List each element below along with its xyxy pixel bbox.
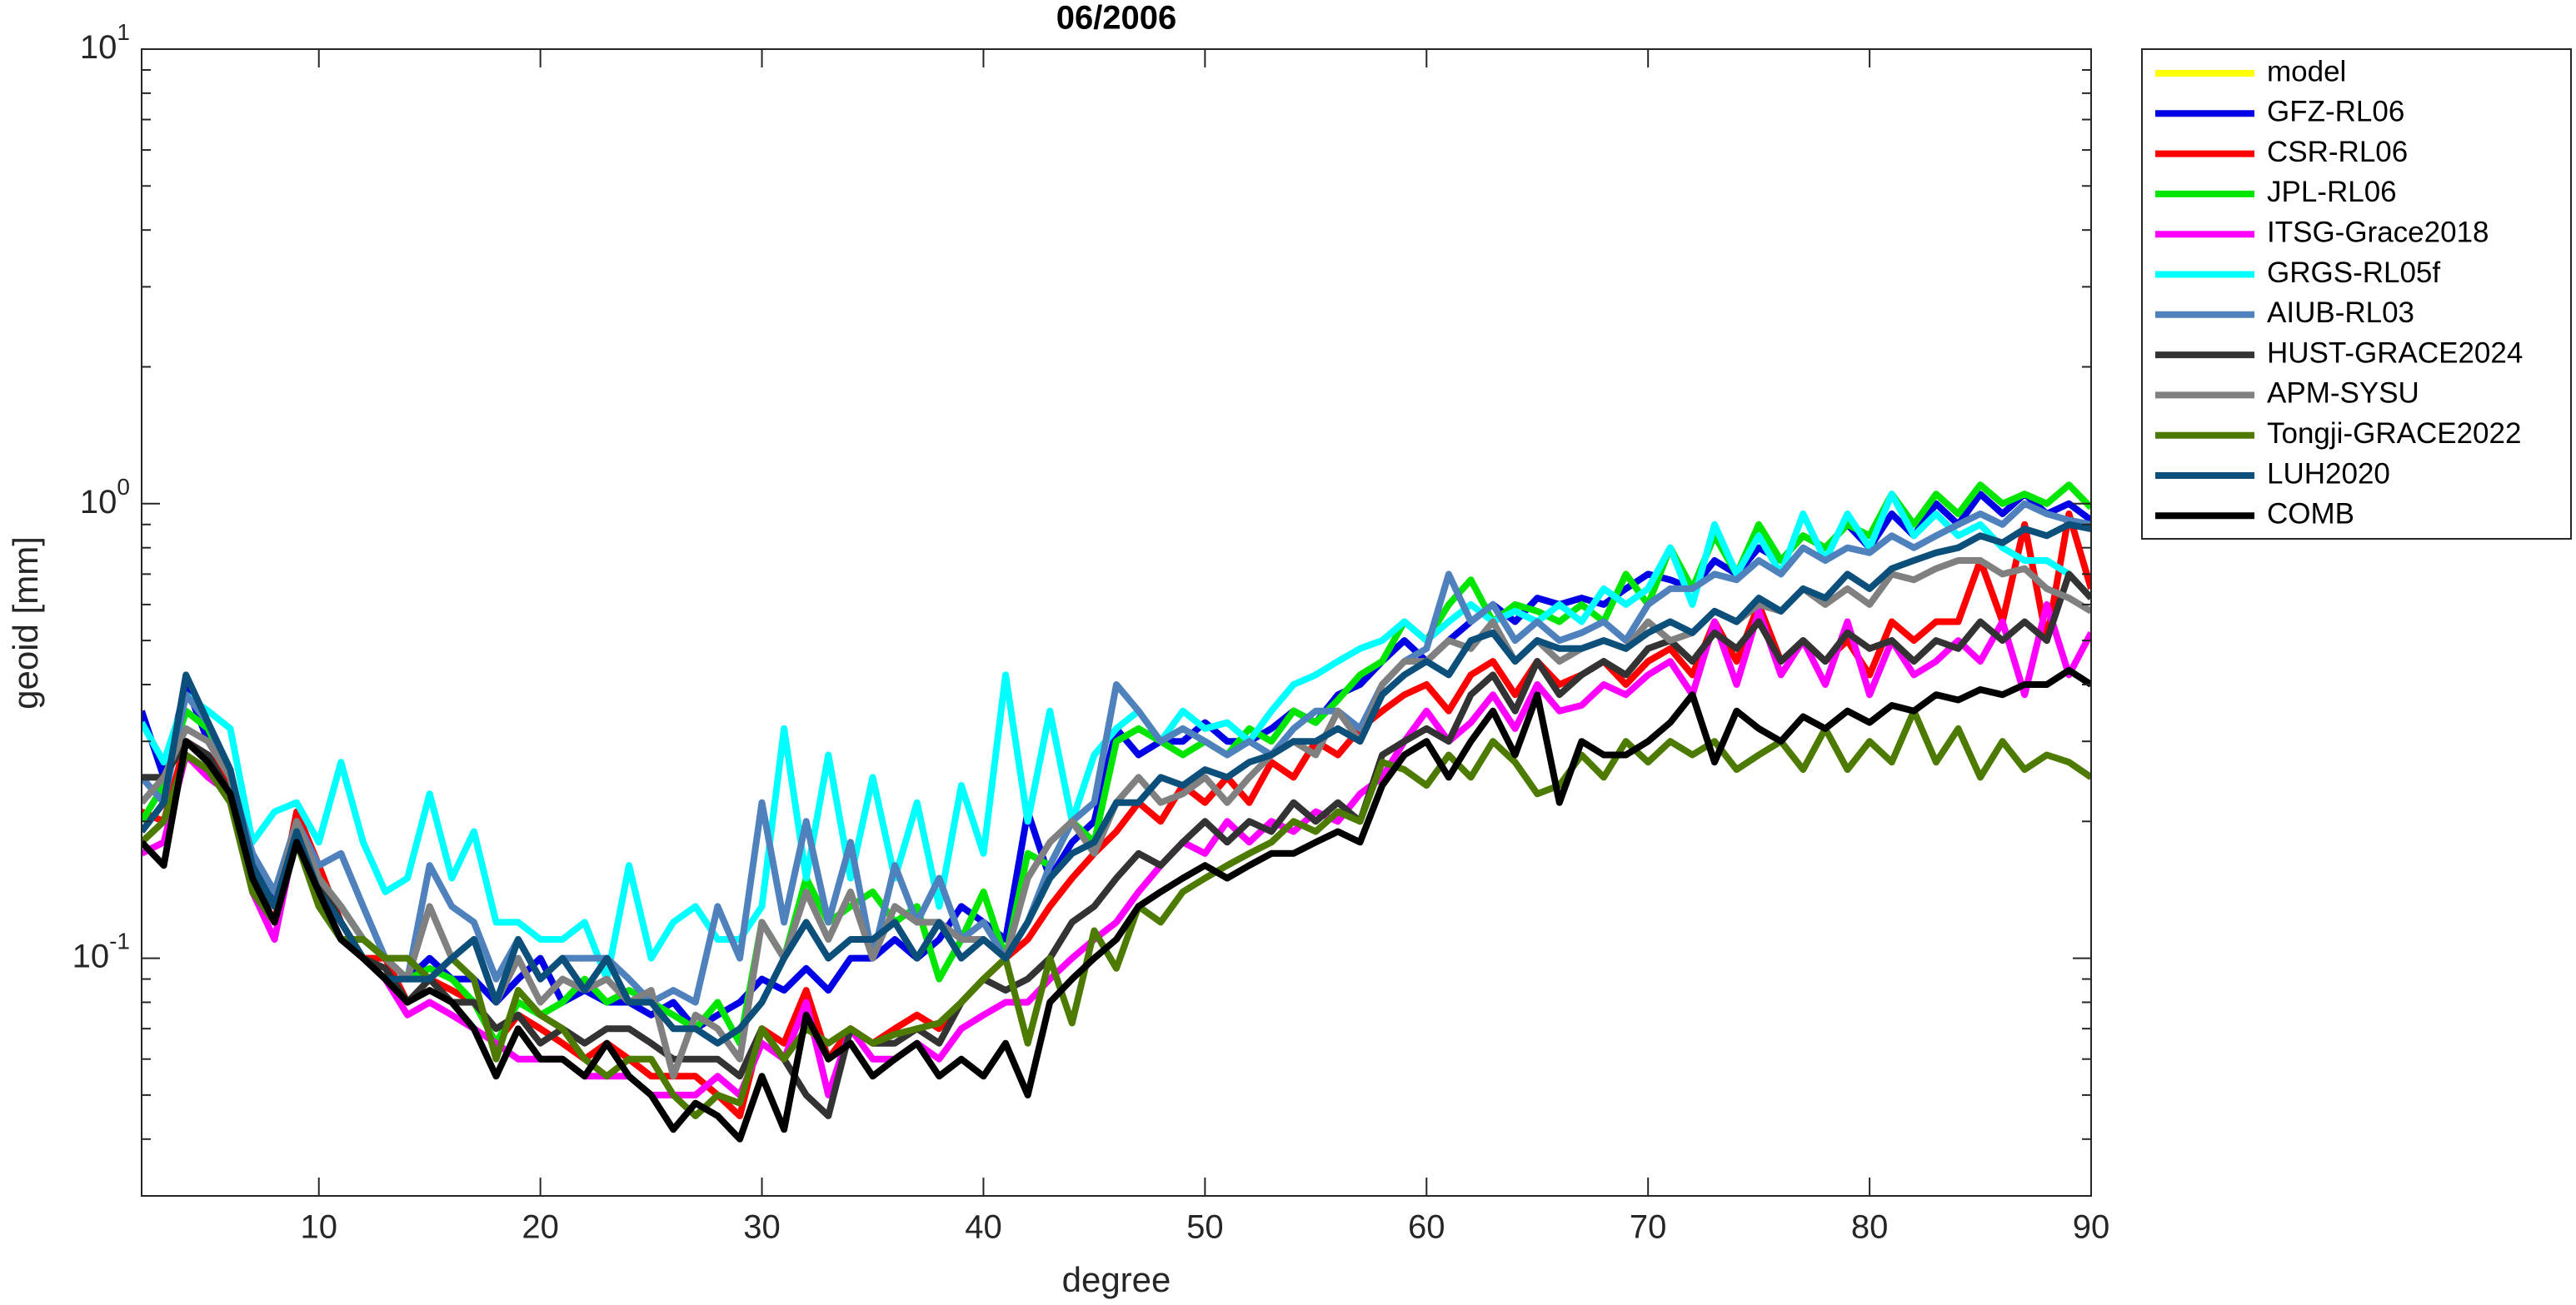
x-tick-label: 80 bbox=[1851, 1209, 1889, 1246]
legend-label: model bbox=[2267, 55, 2346, 87]
x-tick-label: 50 bbox=[1186, 1209, 1224, 1246]
legend-label: APM-SYSU bbox=[2267, 377, 2419, 410]
legend-label: AIUB-RL03 bbox=[2267, 296, 2414, 329]
x-tick-label: 20 bbox=[522, 1209, 559, 1246]
y-tick-label: 10-1 bbox=[72, 929, 130, 974]
y-tick-label: 100 bbox=[80, 474, 130, 520]
series-line bbox=[142, 707, 2091, 1119]
series-line bbox=[142, 500, 2091, 1006]
legend-label: JPL-RL06 bbox=[2267, 176, 2397, 208]
legend-label: COMB bbox=[2267, 498, 2354, 530]
series-line bbox=[142, 481, 2091, 1047]
series-line bbox=[142, 600, 2091, 1098]
plot-area bbox=[142, 481, 2091, 1143]
x-axis-label: degree bbox=[1062, 1260, 1171, 1299]
legend-label: LUH2020 bbox=[2267, 457, 2390, 490]
x-tick-label: 90 bbox=[2073, 1209, 2110, 1246]
x-tick-label: 10 bbox=[300, 1209, 337, 1246]
legend-label: GRGS-RL05f bbox=[2267, 257, 2440, 289]
legend-label: HUST-GRACE2024 bbox=[2267, 336, 2523, 369]
x-tick-label: 40 bbox=[965, 1209, 1002, 1246]
series-line bbox=[142, 570, 2091, 1119]
series-line bbox=[142, 491, 2091, 983]
legend-label: GFZ-RL06 bbox=[2267, 96, 2404, 128]
x-tick-label: 60 bbox=[1408, 1209, 1445, 1246]
series-line bbox=[142, 521, 2091, 1047]
legend-box bbox=[2141, 48, 2572, 540]
legend-label: Tongji-GRACE2022 bbox=[2267, 417, 2521, 450]
chart-title: 06/2006 bbox=[1056, 0, 1177, 37]
y-tick-label: 101 bbox=[80, 19, 130, 65]
axes-box bbox=[141, 48, 2092, 1197]
x-tick-label: 70 bbox=[1630, 1209, 1667, 1246]
x-tick-label: 30 bbox=[743, 1209, 781, 1246]
series-line bbox=[142, 666, 2091, 1143]
y-axis-label: geoid [mm] bbox=[6, 536, 45, 710]
legend-label: ITSG-Grace2018 bbox=[2267, 216, 2489, 248]
legend-label: CSR-RL06 bbox=[2267, 136, 2408, 168]
